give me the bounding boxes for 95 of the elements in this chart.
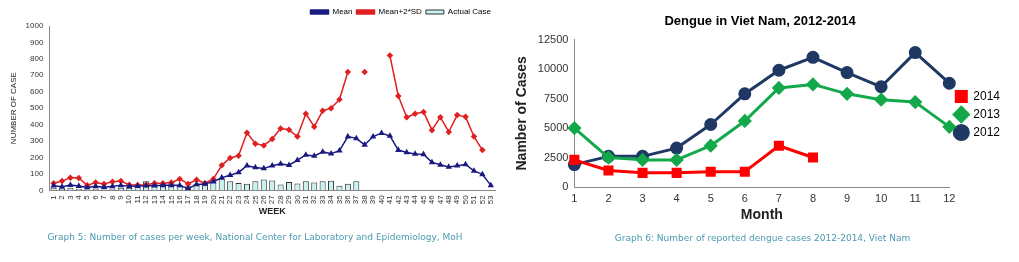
legend-label: Mean+2*SD (378, 7, 423, 17)
y-tick-label: 1000 (25, 21, 44, 31)
x-tick-label: 7 (99, 194, 109, 200)
y-tick-label: 300 (30, 136, 44, 146)
x-tick-label: 45 (418, 194, 428, 205)
y-tick-label: 500 (30, 103, 44, 113)
x-tick-label: 31 (301, 194, 311, 205)
x-tick-label: 36 (343, 194, 353, 205)
y-tick-label: 200 (30, 152, 44, 162)
x-tick-label: 11 (909, 191, 921, 204)
x-tick-label: 50 (460, 194, 470, 205)
x-tick-label: 34 (326, 194, 336, 205)
x-tick-label: 42 (393, 194, 403, 205)
x-tick-label: 10 (124, 194, 134, 205)
y-tick-label: 900 (30, 37, 44, 47)
x-tick-label: 11 (132, 194, 142, 204)
x-tick-label: 12 (943, 191, 956, 204)
x-tick-label: 17 (183, 194, 193, 205)
chart-title: Dengue in Viet Nam, 2012-2014 (664, 13, 857, 29)
y-tick-label: 0 (38, 185, 44, 195)
x-tick-label: 13 (149, 194, 159, 205)
legend-label: 2013 (973, 106, 1001, 121)
x-tick-label: 41 (385, 194, 395, 205)
x-axis-title: Month (740, 206, 783, 223)
x-tick-label: 6 (90, 194, 100, 200)
caption: Graph 6: Number of reported dengue cases 2012-2014, Viet Nam (613, 233, 912, 243)
x-tick-label: 40 (376, 194, 386, 205)
x-tick-label: 48 (443, 194, 453, 205)
x-tick-label: 23 (233, 194, 243, 205)
x-tick-label: 15 (166, 194, 176, 205)
y-tick-label: 600 (30, 86, 44, 96)
x-tick-label: 35 (334, 194, 344, 205)
x-tick-label: 14 (158, 194, 168, 205)
x-tick-label: 49 (452, 194, 462, 205)
x-tick-label: 24 (242, 194, 252, 205)
y-tick-label: 7500 (543, 91, 569, 104)
x-tick-label: 3 (639, 191, 646, 204)
x-tick-label: 3 (65, 194, 75, 200)
x-tick-label: 7 (775, 191, 782, 204)
x-tick-label: 25 (250, 194, 260, 205)
x-tick-label: 53 (486, 194, 495, 205)
x-tick-label: 16 (174, 194, 184, 205)
x-tick-label: 9 (843, 191, 851, 204)
y-tick-label: 2500 (543, 150, 569, 163)
y-tick-label: 100 (30, 169, 44, 179)
y-axis-title: NUMBER OF CASE (9, 72, 18, 145)
x-tick-label: 4 (673, 191, 680, 204)
x-tick-label: 26 (258, 194, 268, 205)
x-tick-label: 10 (875, 191, 888, 204)
x-tick-label: 22 (225, 194, 235, 205)
x-tick-label: 2 (57, 194, 67, 200)
y-tick-label: 0 (562, 180, 569, 193)
x-tick-label: 4 (74, 194, 84, 200)
x-tick-label: 33 (317, 194, 327, 205)
x-tick-label: 19 (200, 194, 210, 205)
x-tick-label: 20 (208, 194, 218, 205)
x-tick-label: 21 (216, 194, 226, 205)
y-tick-label: 12500 (537, 32, 569, 45)
x-tick-label: 52 (477, 194, 487, 205)
x-tick-label: 47 (435, 194, 445, 205)
x-tick-label: 32 (309, 194, 319, 205)
x-tick-label: 29 (284, 194, 294, 205)
x-tick-label: 18 (191, 194, 201, 205)
x-tick-label: 8 (809, 191, 817, 204)
x-tick-label: 27 (267, 194, 277, 205)
x-tick-label: 44 (410, 194, 420, 205)
x-tick-label: 1 (571, 191, 578, 204)
y-tick-label: 800 (30, 54, 44, 64)
x-tick-label: 39 (368, 194, 378, 205)
caption: Graph 5: Number of cases per week, National Center for Laboratory and Epidemiology, MoH (46, 232, 464, 242)
y-tick-label: 5000 (543, 121, 569, 134)
y-tick-label: 700 (30, 70, 44, 80)
legend-label: Actual Case (447, 7, 492, 17)
legend-label: Mean (332, 7, 353, 17)
legend-label: 2012 (973, 124, 1001, 139)
y-tick-label: 10000 (537, 62, 569, 75)
x-axis-title: WEEK (258, 206, 287, 217)
x-tick-label: 1 (48, 194, 58, 200)
x-tick-label: 37 (351, 194, 361, 205)
x-tick-label: 12 (141, 194, 151, 205)
x-tick-label: 6 (741, 191, 748, 204)
x-tick-label: 5 (707, 191, 714, 204)
x-tick-label: 38 (359, 194, 369, 205)
x-tick-label: 51 (469, 194, 479, 205)
x-tick-label: 28 (275, 194, 285, 205)
legend-label: 2014 (973, 88, 1001, 103)
x-tick-label: 8 (107, 194, 117, 200)
x-tick-label: 46 (427, 194, 437, 205)
x-tick-label: 9 (116, 194, 126, 200)
x-tick-label: 2 (605, 191, 612, 204)
y-axis-title: Namber of Cases (513, 55, 530, 171)
y-tick-label: 400 (30, 119, 44, 129)
x-tick-label: 30 (292, 194, 302, 205)
x-tick-label: 5 (82, 194, 92, 200)
x-tick-label: 43 (401, 194, 411, 205)
